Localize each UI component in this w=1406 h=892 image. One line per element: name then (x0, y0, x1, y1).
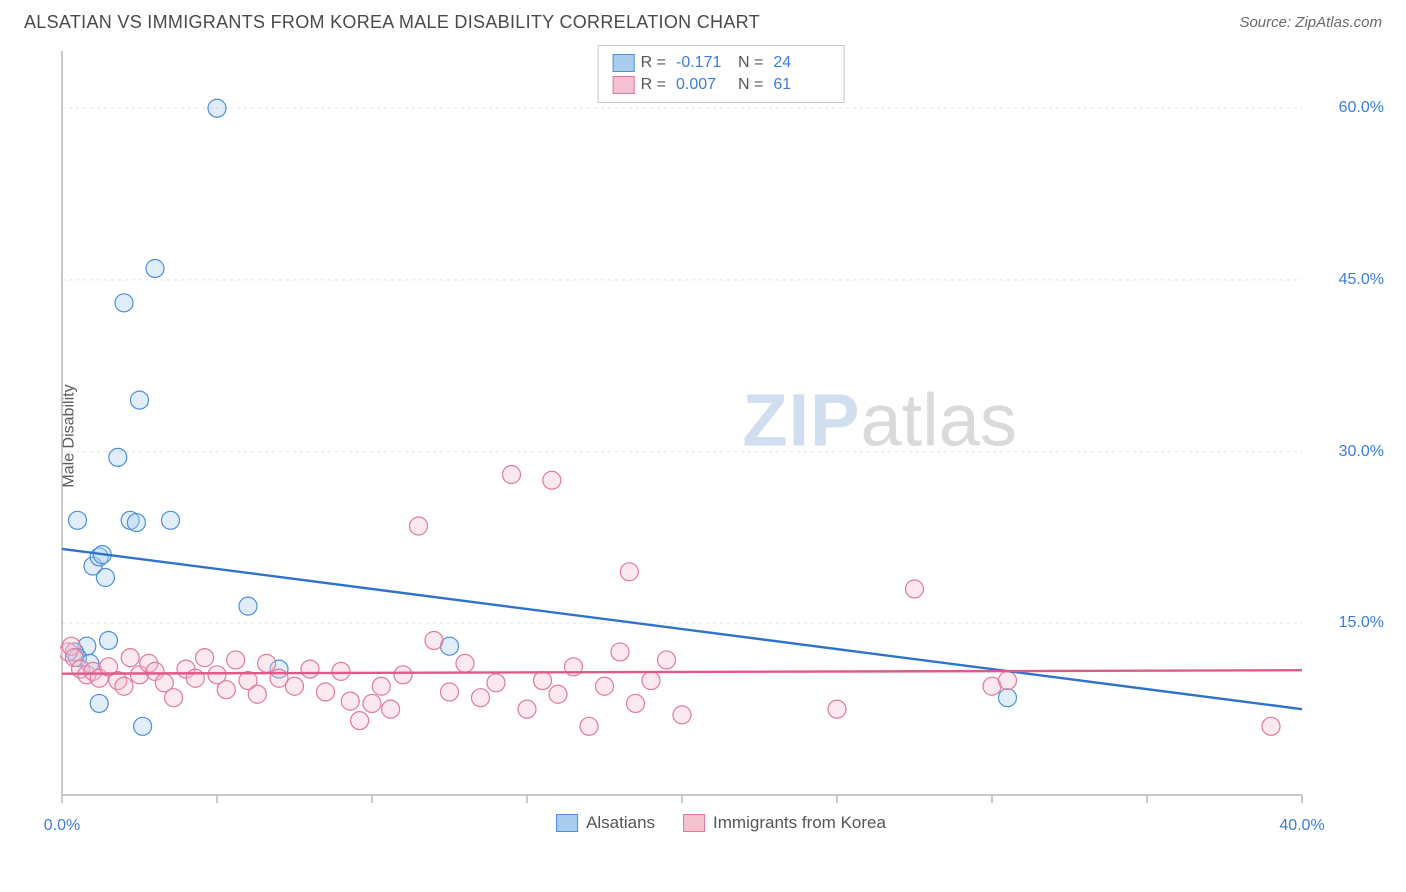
legend-item-korea: Immigrants from Korea (683, 813, 886, 833)
y-tick-label: 45.0% (1339, 271, 1384, 289)
x-tick-label: 0.0% (44, 817, 80, 835)
legend-row-korea: R = 0.007 N = 61 (613, 74, 830, 96)
legend-swatch-alsatians-bottom (556, 814, 578, 832)
y-tick-label: 30.0% (1339, 443, 1384, 461)
correlation-chart: Male Disability ZIPatlas R = -0.171 N = … (60, 41, 1382, 831)
legend-statistics: R = -0.171 N = 24 R = 0.007 N = 61 (598, 45, 845, 103)
y-tick-label: 15.0% (1339, 614, 1384, 632)
page-title: ALSATIAN VS IMMIGRANTS FROM KOREA MALE D… (24, 12, 760, 33)
scatter-plot-svg (60, 41, 1382, 831)
legend-series: Alsatians Immigrants from Korea (556, 813, 886, 833)
x-tick-label: 40.0% (1279, 817, 1324, 835)
legend-item-alsatians: Alsatians (556, 813, 655, 833)
source-attribution: Source: ZipAtlas.com (1239, 14, 1382, 31)
y-tick-label: 60.0% (1339, 99, 1384, 117)
legend-swatch-korea (613, 76, 635, 94)
legend-row-alsatians: R = -0.171 N = 24 (613, 52, 830, 74)
legend-swatch-korea-bottom (683, 814, 705, 832)
legend-swatch-alsatians (613, 54, 635, 72)
